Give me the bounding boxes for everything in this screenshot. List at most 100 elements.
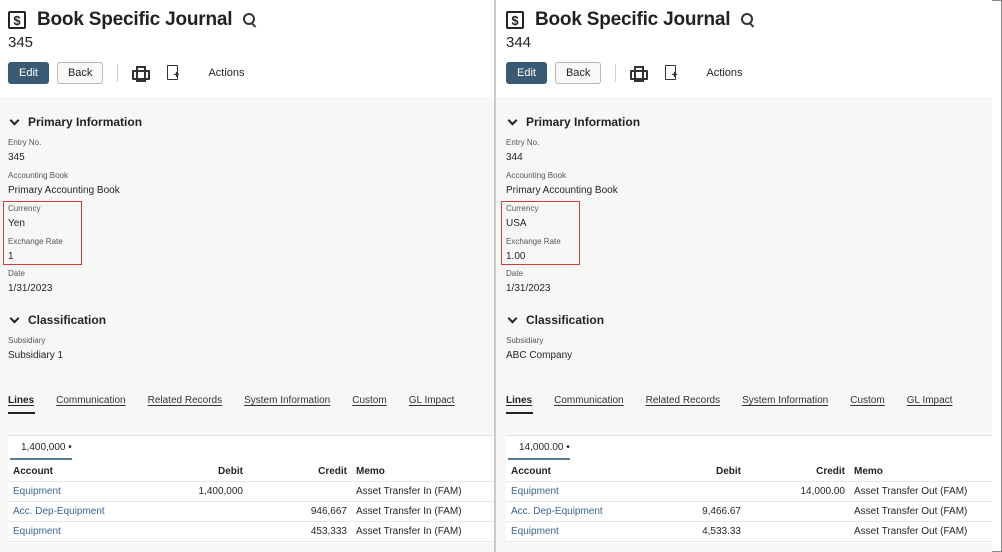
section-primary-information[interactable]: Primary Information [506,114,640,130]
lines-total-pill[interactable]: 14,000.00 • [519,442,570,453]
page-title: Book Specific Journal [535,9,731,30]
account-link[interactable]: Acc. Dep-Equipment [13,506,105,517]
back-button[interactable]: Back [56,62,104,84]
chevron-down-icon [507,115,518,126]
edit-button[interactable]: Edit [506,62,547,84]
title-row: $ Book Specific Journal [506,8,756,32]
table-header-row: Account Debit Credit Memo [506,462,992,482]
actions-menu[interactable]: Actions [706,67,743,79]
exchange-rate-value: 1.00 [506,251,526,262]
pill-underline [10,458,72,460]
currency-value: Yen [8,218,25,229]
memo-cell: Asset Transfer In (FAM) [356,486,462,497]
account-link[interactable]: Equipment [13,486,61,497]
section-classification[interactable]: Classification [8,312,106,328]
lines-sublist: 1,400,000 • Account Debit Credit Memo Eq… [8,435,494,543]
account-link[interactable]: Equipment [511,486,559,497]
record-number: 344 [506,34,532,51]
title-row: $ Book Specific Journal [8,8,258,32]
column-header-account: Account [13,466,53,477]
date-value: 1/31/2023 [506,283,551,294]
chevron-down-icon [9,313,20,324]
journal-panel-right: $ Book Specific Journal 344 Edit Back Ac… [496,0,992,552]
record-number: 345 [8,34,34,51]
credit-cell: 14,000.00 [800,486,846,497]
highlight-box [501,201,580,265]
tab-gl-impact[interactable]: GL Impact [408,395,455,406]
debit-cell: 9,466.67 [702,506,741,517]
table-row: Acc. Dep-Equipment 946,667 Asset Transfe… [8,502,494,522]
tab-custom[interactable]: Custom [850,395,885,406]
highlight-box [3,201,82,265]
credit-cell: 453,333 [310,526,347,537]
toolbar: Edit Back Actions [506,62,743,84]
currency-value: USA [506,218,527,229]
pill-underline [508,458,570,460]
tab-custom[interactable]: Custom [352,395,387,406]
page-header: $ Book Specific Journal 344 Edit Back Ac… [496,0,992,97]
debit-cell: 1,400,000 [198,486,244,497]
entry-no-value: 345 [8,152,25,163]
section-title: Classification [28,313,107,327]
actions-menu[interactable]: Actions [208,67,245,79]
memo-cell: Asset Transfer In (FAM) [356,526,462,537]
currency-label: Currency [8,204,41,213]
entry-no-label: Entry No. [8,138,42,147]
search-icon[interactable] [242,12,258,28]
search-icon[interactable] [740,12,756,28]
column-header-account: Account [511,466,551,477]
entry-no-label: Entry No. [506,138,540,147]
memo-cell: Asset Transfer Out (FAM) [854,526,968,537]
toolbar-divider [117,64,119,82]
column-header-debit: Debit [218,466,243,477]
section-title: Primary Information [526,115,641,129]
tab-related-records[interactable]: Related Records [645,395,721,406]
active-tab-underline [8,412,35,414]
accounting-book-value: Primary Accounting Book [8,185,120,196]
column-header-memo: Memo [356,466,385,477]
tab-communication[interactable]: Communication [554,395,624,406]
toolbar-divider [615,64,617,82]
record-icon: $ [506,11,524,29]
back-button[interactable]: Back [554,62,602,84]
edit-button[interactable]: Edit [8,62,49,84]
account-link[interactable]: Equipment [511,526,559,537]
tab-system-information[interactable]: System Information [244,395,331,406]
tab-communication[interactable]: Communication [56,395,126,406]
column-header-memo: Memo [854,466,883,477]
table-row: Equipment 453,333 Asset Transfer In (FAM… [8,522,494,542]
active-tab-underline [506,412,533,414]
new-document-icon[interactable] [166,65,180,81]
new-document-icon[interactable] [664,65,678,81]
tab-lines[interactable]: Lines [8,395,35,406]
print-icon[interactable] [630,66,649,82]
chevron-down-icon [9,115,20,126]
account-link[interactable]: Equipment [13,526,61,537]
lines-total-pill[interactable]: 1,400,000 • [21,442,72,453]
section-classification[interactable]: Classification [506,312,604,328]
date-label: Date [8,269,25,278]
subtabs: Lines Communication Related Records Syst… [8,395,476,413]
accounting-book-value: Primary Accounting Book [506,185,618,196]
journal-panel-left: $ Book Specific Journal 345 Edit Back Ac… [0,0,496,552]
section-primary-information[interactable]: Primary Information [8,114,142,130]
subsidiary-label: Subsidiary [506,336,544,345]
subsidiary-value: Subsidiary 1 [8,350,64,361]
print-icon[interactable] [132,66,151,82]
chevron-down-icon [507,313,518,324]
tab-gl-impact[interactable]: GL Impact [906,395,953,406]
account-link[interactable]: Acc. Dep-Equipment [511,506,603,517]
date-value: 1/31/2023 [8,283,53,294]
tab-system-information[interactable]: System Information [742,395,829,406]
subtabs: Lines Communication Related Records Syst… [506,395,974,413]
memo-cell: Asset Transfer In (FAM) [356,506,462,517]
entry-no-value: 344 [506,152,523,163]
section-title: Primary Information [28,115,143,129]
date-label: Date [506,269,523,278]
table-row: Equipment 4,533.33 Asset Transfer Out (F… [506,522,992,542]
tab-lines[interactable]: Lines [506,395,533,406]
record-icon: $ [8,11,26,29]
subsidiary-value: ABC Company [506,350,573,361]
tab-related-records[interactable]: Related Records [147,395,223,406]
lines-sublist: 14,000.00 • Account Debit Credit Memo Eq… [506,435,992,543]
